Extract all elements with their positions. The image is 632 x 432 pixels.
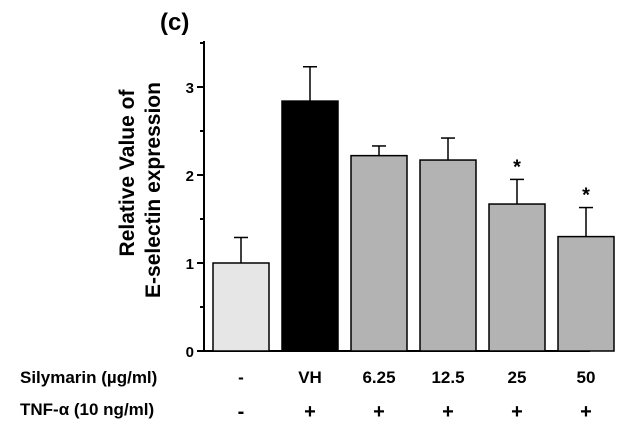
tnf-treatment-label: + (373, 401, 385, 423)
tnf-treatment-label: + (442, 401, 454, 423)
tnf-label: TNF-α (10 ng/ml) (20, 400, 154, 419)
tnf-treatment-label: - (238, 401, 245, 423)
y-axis-label: Relative Value of E-selectin expression (116, 82, 165, 298)
silymarin-label: Silymarin (µg/ml) (20, 368, 157, 387)
y-axis-label-line2: E-selectin expression (142, 82, 165, 298)
significance-marker: * (513, 156, 521, 178)
y-tick-label: 2 (186, 168, 194, 185)
panel-label: (c) (160, 9, 189, 36)
bar-4 (419, 159, 477, 352)
x-category-label: 6.25 (362, 368, 395, 387)
x-category-label: 25 (508, 368, 527, 387)
tnf-treatment-label: + (580, 401, 592, 423)
bar-6 (557, 235, 615, 352)
significance-marker: * (582, 185, 590, 207)
y-axis-label-line1: Relative Value of (116, 89, 139, 257)
bars: ** (212, 66, 615, 352)
tnf-treatment-label: + (511, 401, 523, 423)
y-tick-label: 0 (186, 344, 194, 361)
y-tick-label: 1 (186, 256, 194, 273)
x-category-label: VH (298, 368, 322, 387)
x-category-label: 12.5 (431, 368, 464, 387)
bar-5 (488, 203, 546, 352)
bar-3 (350, 154, 408, 352)
x-category-label: - (238, 368, 244, 387)
bar-2 (281, 100, 339, 352)
bar-1 (212, 262, 270, 352)
y-tick-label: 3 (186, 80, 194, 97)
tnf-treatment-label: + (304, 401, 316, 423)
x-category-label: 50 (577, 368, 596, 387)
